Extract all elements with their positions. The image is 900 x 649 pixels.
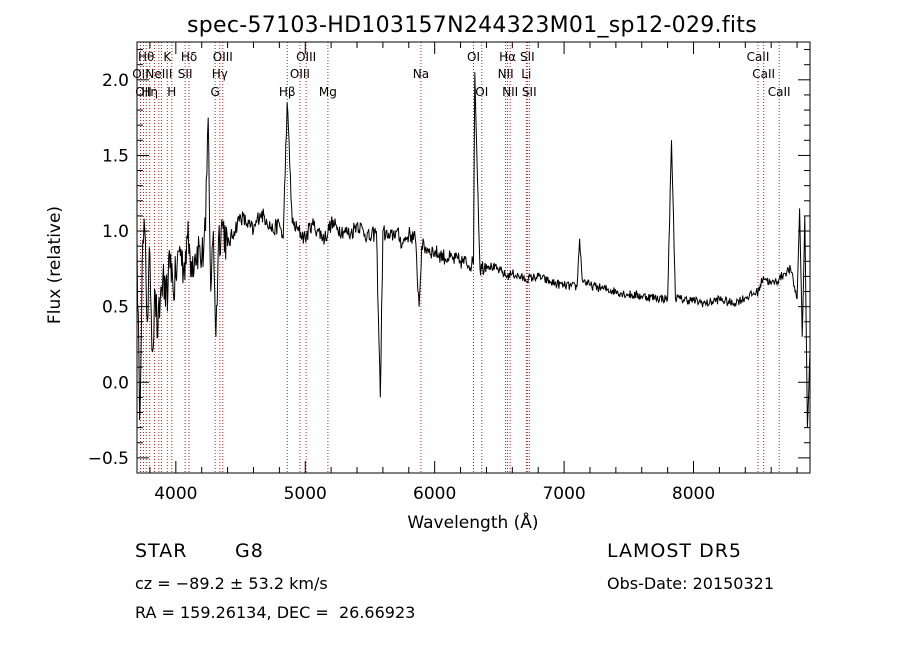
x-tick-label: 6000 bbox=[413, 484, 456, 504]
emission-line-label: NII bbox=[498, 67, 514, 81]
emission-line-label: Hη bbox=[141, 85, 158, 99]
emission-line-label: SII bbox=[522, 85, 537, 99]
emission-line-label: NII bbox=[502, 85, 518, 99]
emission-line-label: CaII bbox=[752, 67, 775, 81]
plot-frame bbox=[136, 41, 811, 474]
y-tick-label: 0.0 bbox=[102, 373, 129, 393]
emission-line-label: OII bbox=[135, 85, 152, 99]
emission-line-label: Hδ bbox=[181, 50, 197, 64]
y-tick-label: 2.0 bbox=[102, 71, 129, 91]
emission-line-label: K bbox=[163, 50, 172, 64]
coordinates: RA = 159.26134, DEC = 26.66923 bbox=[135, 603, 416, 622]
object-subclass: G8 bbox=[235, 540, 264, 562]
emission-line-label: Na bbox=[413, 67, 429, 81]
x-tick-label: 8000 bbox=[672, 484, 715, 504]
y-axis-label: Flux (relative) bbox=[45, 206, 65, 324]
emission-line-label: H bbox=[167, 85, 176, 99]
y-tick-label: −0.5 bbox=[88, 449, 129, 469]
x-tick-label: 7000 bbox=[542, 484, 585, 504]
emission-line-label: CaII bbox=[747, 50, 770, 64]
emission-line-label: OIII bbox=[296, 50, 316, 64]
emission-line-label: SII bbox=[178, 67, 193, 81]
emission-line-label: SII bbox=[520, 50, 535, 64]
spectrum-line bbox=[136, 72, 811, 428]
emission-line-label: G bbox=[211, 85, 220, 99]
obs-date: Obs-Date: 20150321 bbox=[607, 574, 775, 593]
chart-title: spec-57103-HD103157N244323M01_sp12-029.f… bbox=[187, 13, 757, 38]
emission-line-label: OI bbox=[475, 85, 488, 99]
emission-line-label: Mg bbox=[319, 85, 337, 99]
emission-line-label: OIII bbox=[213, 50, 233, 64]
emission-line-label: OI bbox=[467, 50, 480, 64]
emission-line-label: Hθ bbox=[138, 50, 154, 64]
y-axis: −0.5 0.0 0.5 1.0 1.5 2.0 bbox=[88, 49, 810, 469]
emission-line-label: Hα bbox=[499, 50, 516, 64]
x-tick-label: 4000 bbox=[154, 484, 197, 504]
spectrum-layer bbox=[136, 72, 811, 428]
emission-line-label: NeIII bbox=[145, 67, 172, 81]
x-tick-label: 5000 bbox=[284, 484, 327, 504]
emission-line-label: OIII bbox=[290, 67, 310, 81]
y-tick-label: 1.0 bbox=[102, 222, 129, 242]
emission-line-label: CaII bbox=[768, 85, 791, 99]
emission-line-label: Hβ bbox=[279, 85, 296, 99]
emission-line-label: Li bbox=[521, 67, 531, 81]
y-tick-label: 1.5 bbox=[102, 146, 129, 166]
y-tick-label: 0.5 bbox=[102, 298, 129, 318]
redshift-text: cz = −89.2 ± 53.2 km/s bbox=[135, 574, 328, 593]
object-class: STAR bbox=[135, 540, 188, 562]
emission-line-markers: OIIOIIHθHηNeIIIKHSIIHδGHγOIIIHβOIIIOIIIM… bbox=[132, 42, 791, 473]
emission-line-label: OII bbox=[132, 67, 149, 81]
x-axis: 4000 5000 6000 7000 8000 bbox=[149, 42, 798, 504]
survey-name: LAMOST DR5 bbox=[607, 540, 742, 562]
x-axis-label: Wavelength (Å) bbox=[407, 511, 538, 533]
emission-line-label: Hγ bbox=[212, 67, 228, 81]
